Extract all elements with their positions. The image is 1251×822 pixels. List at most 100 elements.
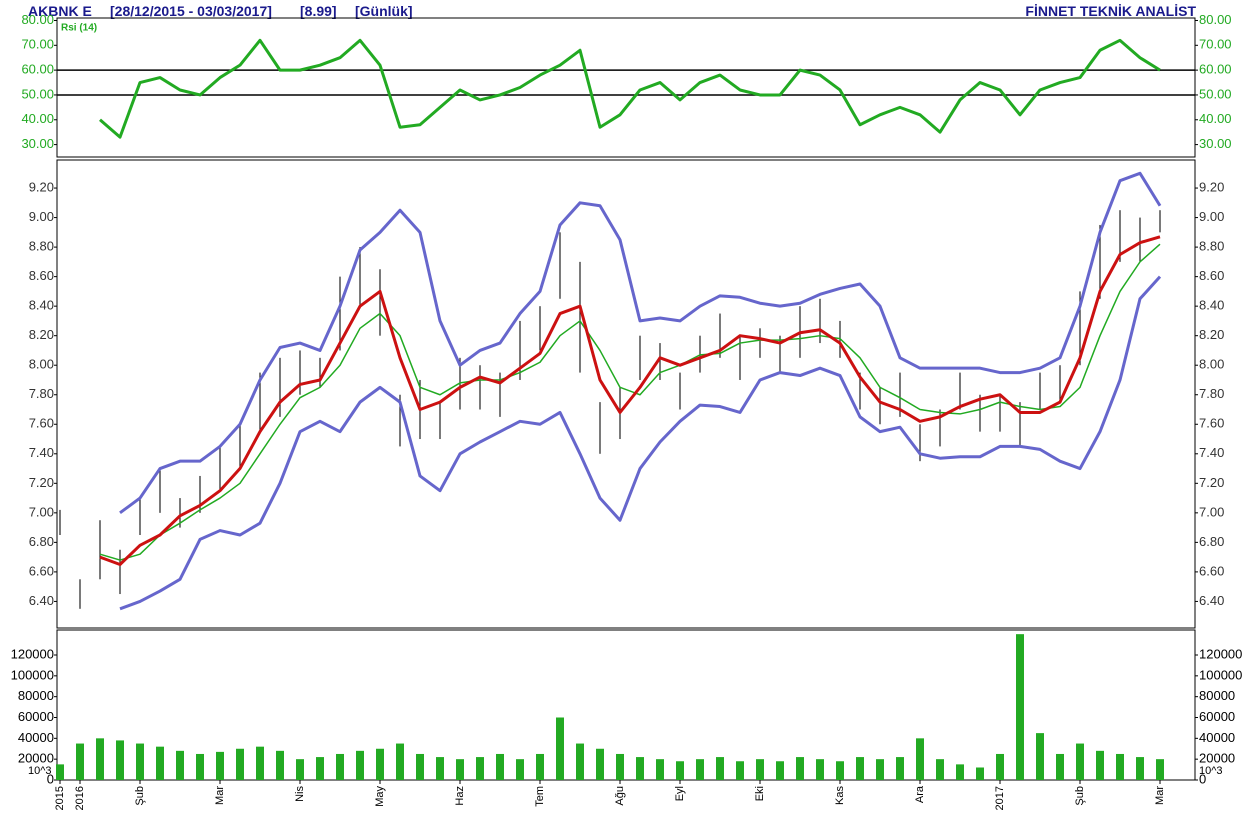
volume-bar <box>896 757 904 780</box>
indicator-line <box>119 275 1162 611</box>
volume-bar <box>1036 733 1044 780</box>
unit-label-right: 10^3 <box>1199 765 1223 777</box>
volume-bar <box>136 743 144 780</box>
y-tick-label: 8.00 <box>29 357 54 372</box>
volume-bar <box>696 759 704 780</box>
volume-bar <box>1116 753 1124 780</box>
y-tick-label-right: 50.00 <box>1199 86 1232 101</box>
volume-bar <box>796 757 804 780</box>
y-tick-label-right: 8.40 <box>1199 298 1224 313</box>
y-tick-label-right: 60.00 <box>1199 62 1232 77</box>
volume-bar <box>1136 757 1144 780</box>
volume-bar <box>376 748 384 780</box>
volume-bar <box>456 759 464 780</box>
x-tick-label: Kas <box>834 786 846 805</box>
volume-bar <box>956 764 964 780</box>
volume-bar <box>536 753 544 780</box>
y-tick-label-right: 6.40 <box>1199 593 1224 608</box>
volume-bar <box>356 750 364 780</box>
brand: FİNNET TEKNİK ANALİST <box>1025 3 1196 19</box>
price-frame <box>56 159 1196 629</box>
volume-bar <box>576 743 584 780</box>
volume-bar <box>336 753 344 780</box>
date-range: [28/12/2015 - 03/03/2017] <box>110 3 272 19</box>
x-tick-label: Eki <box>754 786 766 801</box>
x-tick-label: Ara <box>914 785 926 803</box>
volume-bar <box>216 751 224 780</box>
y-tick-label-right: 7.80 <box>1199 386 1224 401</box>
indicator-line <box>119 171 1162 515</box>
volume-bar <box>296 759 304 780</box>
volume-bar <box>436 757 444 780</box>
volume-bar <box>316 757 324 780</box>
y-tick-label-right: 9.20 <box>1199 179 1224 194</box>
y-tick-label: 6.80 <box>29 534 54 549</box>
y-tick-label-right: 7.20 <box>1199 475 1224 490</box>
y-tick-label: 60000 <box>18 709 54 724</box>
y-tick-label: 6.60 <box>29 563 54 578</box>
y-tick-label: 120000 <box>11 646 54 661</box>
y-tick-label-right: 120000 <box>1199 646 1242 661</box>
volume-bar <box>756 759 764 780</box>
volume-bar <box>636 757 644 780</box>
volume-bar <box>156 746 164 780</box>
volume-bar <box>836 761 844 780</box>
volume-bar <box>396 743 404 780</box>
y-tick-label: 80.00 <box>21 12 54 27</box>
rsi-title: Rsi (14) <box>61 23 97 34</box>
y-tick-label: 40.00 <box>21 111 54 126</box>
volume-bar <box>76 743 84 780</box>
volume-bar <box>616 753 624 780</box>
volume-bar <box>776 761 784 780</box>
y-tick-label-right: 7.00 <box>1199 504 1224 519</box>
volume-bar <box>1016 634 1024 780</box>
y-tick-label: 9.20 <box>29 179 54 194</box>
y-tick-label-right: 8.60 <box>1199 268 1224 283</box>
y-tick-label: 9.00 <box>29 209 54 224</box>
volume-bar <box>516 759 524 780</box>
y-tick-label-right: 6.60 <box>1199 563 1224 578</box>
volume-bar <box>1156 759 1164 780</box>
y-tick-label-right: 80000 <box>1199 688 1235 703</box>
volume-bar <box>556 717 564 780</box>
volume-bar <box>496 753 504 780</box>
volume-bar <box>856 757 864 780</box>
volume-bar <box>476 757 484 780</box>
y-tick-label-right: 100000 <box>1199 667 1242 682</box>
y-tick-label: 8.40 <box>29 298 54 313</box>
indicator-line <box>99 235 1161 567</box>
y-tick-label-right: 7.40 <box>1199 445 1224 460</box>
x-tick-label: Haz <box>454 786 466 806</box>
y-tick-label-right: 70.00 <box>1199 37 1232 52</box>
volume-bar <box>56 764 64 780</box>
x-tick-label: 2016 <box>74 786 86 810</box>
y-tick-label: 40000 <box>18 730 54 745</box>
x-tick-label: 2015 <box>54 786 66 810</box>
y-tick-label-right: 6.80 <box>1199 534 1224 549</box>
y-tick-label: 7.00 <box>29 504 54 519</box>
volume-bar <box>176 750 184 780</box>
volume-bar <box>916 738 924 780</box>
volume-bar <box>1056 753 1064 780</box>
volume-bar <box>1096 750 1104 780</box>
x-tick-label: May <box>374 786 386 807</box>
volume-bar <box>716 757 724 780</box>
x-tick-label: Eyl <box>674 786 686 801</box>
rsi-frame <box>56 17 1196 158</box>
y-tick-label: 8.60 <box>29 268 54 283</box>
volume-bar <box>236 748 244 780</box>
y-tick-label-right: 40.00 <box>1199 111 1232 126</box>
y-tick-label: 70.00 <box>21 37 54 52</box>
x-tick-label: Mar <box>214 786 226 805</box>
y-tick-label: 50.00 <box>21 86 54 101</box>
y-tick-label-right: 8.80 <box>1199 239 1224 254</box>
y-tick-label-right: 60000 <box>1199 709 1235 724</box>
y-tick-label: 8.20 <box>29 327 54 342</box>
x-tick-label: Ağu <box>614 786 626 806</box>
y-tick-label: 7.60 <box>29 416 54 431</box>
x-tick-label: Tem <box>534 786 546 807</box>
y-tick-label-right: 8.00 <box>1199 357 1224 372</box>
rsi-line <box>99 38 1161 139</box>
